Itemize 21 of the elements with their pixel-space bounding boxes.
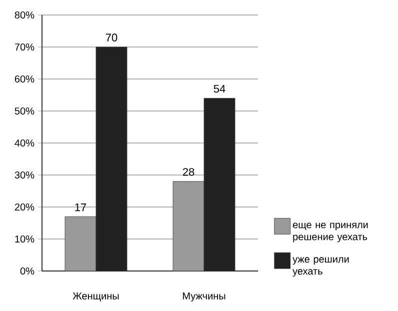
x-tick-label: Женщины <box>72 292 119 302</box>
data-label: 28 <box>182 168 194 176</box>
y-tick-label: 10% <box>15 235 34 243</box>
y-tick-label: 80% <box>14 11 34 19</box>
data-label: 17 <box>75 204 86 212</box>
y-tick-label: 20% <box>14 203 34 211</box>
data-label: 70 <box>106 34 118 42</box>
y-tick-label: 70% <box>14 43 34 51</box>
legend-label: еще не приняли решение уехать <box>292 222 368 242</box>
y-tick-label: 40% <box>14 139 34 147</box>
y-tick-label: 0% <box>20 267 34 275</box>
y-tick-label: 50% <box>14 107 34 115</box>
x-tick-label: Мужчины <box>183 292 226 302</box>
bar <box>204 98 236 271</box>
data-label: 54 <box>214 84 226 93</box>
bar <box>172 181 204 271</box>
legend-label: уже решили уехать <box>292 257 349 277</box>
bar <box>64 216 96 271</box>
y-tick-label: 60% <box>14 75 34 83</box>
y-tick-label: 30% <box>14 171 34 179</box>
bar <box>96 46 128 271</box>
